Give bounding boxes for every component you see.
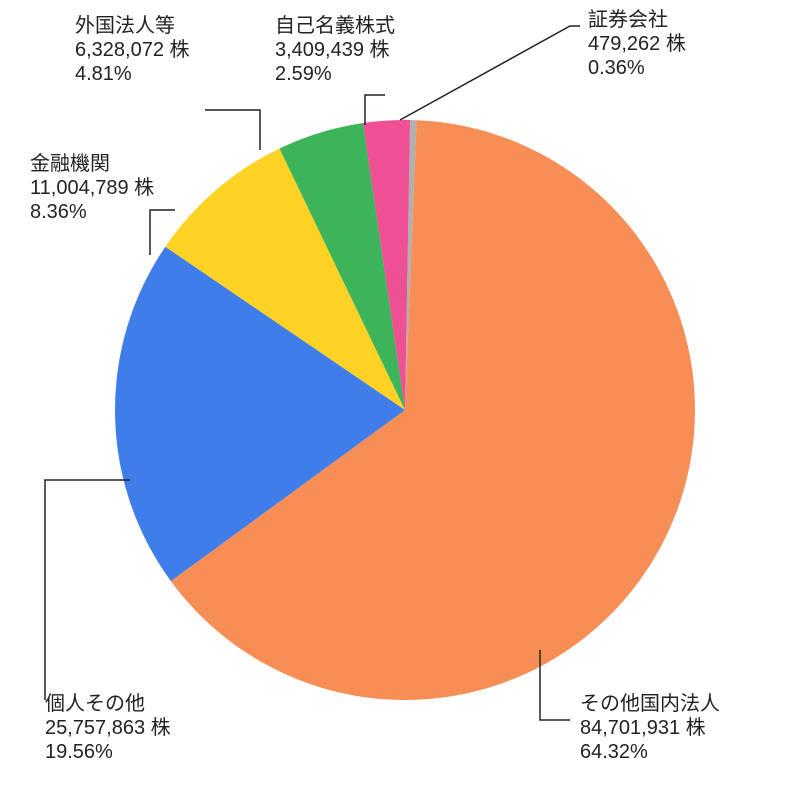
leader-line-securities <box>400 26 580 120</box>
label-other_dom-name: その他国内法人 <box>580 692 720 715</box>
label-individuals-pct: 19.56% <box>45 741 113 763</box>
label-treasury-name: 自己名義株式 <box>275 14 395 37</box>
label-securities-shares: 479,262 株 <box>588 32 686 55</box>
label-financial-name: 金融機関 <box>30 152 110 175</box>
label-foreign-pct: 4.81% <box>75 63 132 85</box>
leader-line-foreign <box>205 110 260 150</box>
label-foreign-shares: 6,328,072 株 <box>75 38 190 61</box>
leader-line-treasury <box>365 95 385 125</box>
label-securities-name: 証券会社 <box>588 8 668 31</box>
shareholder-pie-chart: 証券会社479,262 株0.36% その他国内法人84,701,931 株64.… <box>0 0 800 800</box>
label-individuals-shares: 25,757,863 株 <box>45 716 171 739</box>
label-financial-pct: 8.36% <box>30 201 87 223</box>
label-foreign-name: 外国法人等 <box>75 14 175 37</box>
label-other_dom-pct: 64.32% <box>580 741 648 763</box>
label-individuals-name: 個人その他 <box>45 692 145 715</box>
label-securities-pct: 0.36% <box>588 57 645 79</box>
label-treasury-shares: 3,409,439 株 <box>275 38 390 61</box>
label-other_dom-shares: 84,701,931 株 <box>580 716 706 739</box>
label-treasury-pct: 2.59% <box>275 63 332 85</box>
label-financial-shares: 11,004,789 株 <box>30 176 154 199</box>
leader-line-individuals <box>45 480 130 700</box>
